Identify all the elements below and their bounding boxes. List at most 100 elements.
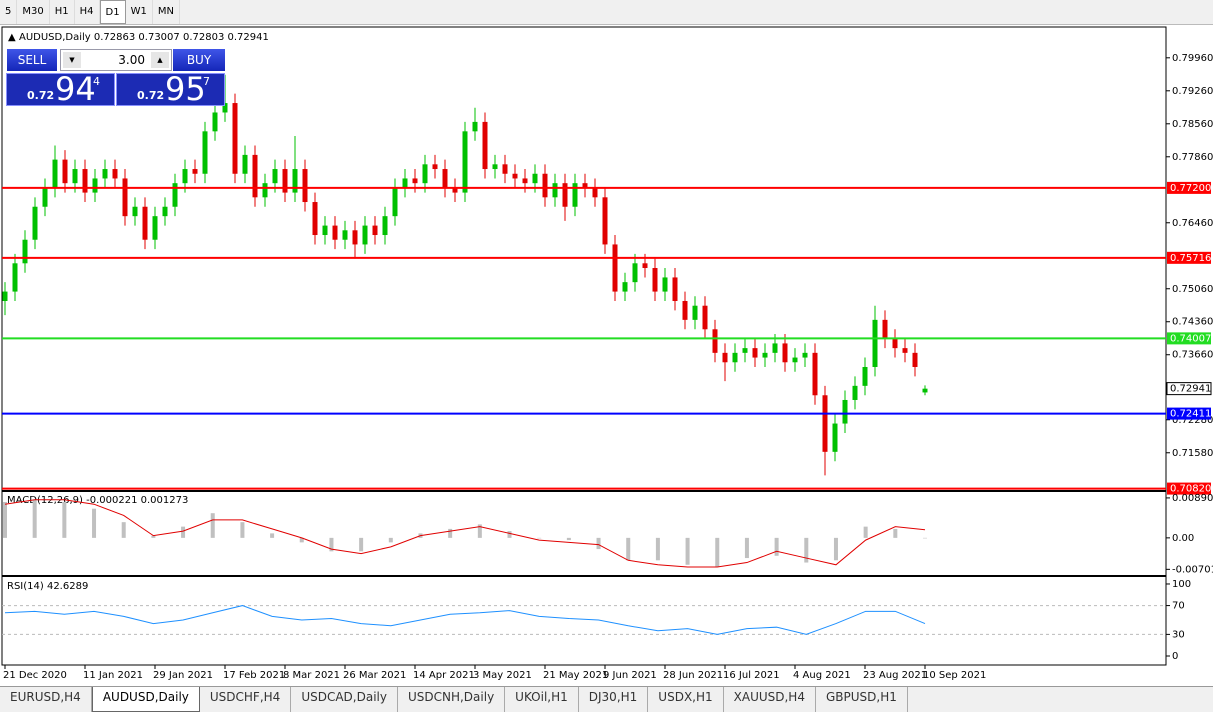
chart-tab[interactable]: AUDUSD,Daily bbox=[91, 687, 200, 712]
triangle-icon: ▲ bbox=[8, 32, 16, 43]
candle-body bbox=[282, 169, 288, 193]
candle-body bbox=[902, 348, 908, 353]
candle-body bbox=[202, 131, 208, 174]
chart-tab[interactable]: USDCHF,H4 bbox=[200, 687, 292, 712]
macd-bar bbox=[655, 537, 660, 561]
sell-price[interactable]: 0.72 94 4 bbox=[6, 70, 115, 108]
level-label-box bbox=[1167, 251, 1211, 264]
chart-tab[interactable]: USDCNH,Daily bbox=[398, 687, 506, 712]
macd-bar bbox=[121, 522, 126, 538]
candle-body bbox=[262, 183, 268, 198]
y-tick-label: 0.008904 bbox=[1172, 493, 1213, 504]
macd-bar bbox=[744, 537, 749, 559]
buy-button[interactable]: BUY bbox=[173, 49, 225, 71]
candle-body bbox=[502, 164, 508, 174]
candle-body bbox=[302, 169, 308, 203]
chart-tabs: EURUSD,H4 AUDUSD,Daily USDCHF,H4 USDCAD,Dai… bbox=[0, 686, 1213, 712]
candle-body bbox=[732, 352, 738, 363]
price-prefix: 0.72 bbox=[137, 89, 165, 102]
one-click-trading: SELL ▼ 3.00 ▲ BUY 0.72 94 4 0.72 95 7 bbox=[6, 48, 226, 108]
chart-tab[interactable]: UKOil,H1 bbox=[505, 687, 579, 712]
chart-tab[interactable]: EURUSD,H4 bbox=[0, 687, 92, 712]
candle-body bbox=[462, 131, 468, 193]
candle-body bbox=[922, 388, 928, 393]
macd-bar bbox=[359, 537, 364, 552]
candle-body bbox=[842, 399, 848, 424]
candle-body bbox=[222, 103, 228, 113]
candle-body bbox=[612, 244, 618, 292]
chart-tab[interactable]: USDX,H1 bbox=[648, 687, 724, 712]
candle-body bbox=[292, 169, 298, 193]
candle-body bbox=[712, 329, 718, 353]
macd-signal bbox=[4, 499, 926, 568]
timeframe-button[interactable]: W1 bbox=[126, 0, 153, 24]
timeframe-button[interactable]: 5 bbox=[0, 0, 18, 24]
candle-body bbox=[412, 178, 418, 184]
candle-body bbox=[692, 305, 698, 320]
candle-body bbox=[172, 183, 178, 207]
lot-up[interactable]: ▲ bbox=[151, 52, 169, 68]
buy-price[interactable]: 0.72 95 7 bbox=[116, 70, 225, 108]
macd-bar bbox=[181, 526, 186, 538]
candle-body bbox=[532, 173, 538, 184]
candle-body bbox=[542, 173, 548, 198]
macd-bar bbox=[596, 537, 601, 550]
candle-body bbox=[252, 154, 258, 198]
timeframe-button[interactable]: D1 bbox=[99, 0, 126, 24]
macd-bar bbox=[3, 501, 7, 538]
timeframe-button[interactable]: H1 bbox=[50, 0, 75, 24]
y-tick-label: 0.74360 bbox=[1172, 317, 1213, 328]
candle-body bbox=[402, 178, 408, 188]
candle-body bbox=[432, 164, 438, 170]
x-tick-label: 3 May 2021 bbox=[473, 670, 532, 681]
y-tick-label: 0.71580 bbox=[1172, 448, 1213, 459]
candle-body bbox=[192, 169, 198, 174]
symbol-header: AUDUSD,Daily 0.72863 0.73007 0.72803 0.7… bbox=[19, 32, 269, 43]
candle-body bbox=[552, 183, 558, 198]
x-tick-label: 29 Jan 2021 bbox=[153, 670, 213, 681]
level-label-box bbox=[1167, 407, 1211, 420]
candle-body bbox=[872, 319, 878, 367]
macd-bar bbox=[240, 522, 245, 538]
candle-body bbox=[212, 112, 218, 132]
x-tick-label: 8 Mar 2021 bbox=[283, 670, 340, 681]
y-tick-label: 0.79260 bbox=[1172, 86, 1213, 97]
candle-body bbox=[492, 164, 498, 170]
candle-body bbox=[352, 230, 358, 245]
candle-body bbox=[22, 239, 28, 264]
candle-body bbox=[702, 305, 708, 330]
candle-body bbox=[332, 225, 338, 240]
timeframe-button[interactable]: H4 bbox=[75, 0, 100, 24]
x-tick-label: 21 Dec 2020 bbox=[3, 670, 67, 681]
x-tick-label: 21 May 2021 bbox=[543, 670, 608, 681]
chart-tab[interactable]: DJ30,H1 bbox=[579, 687, 649, 712]
chart-tab[interactable]: GBPUSD,H1 bbox=[816, 687, 908, 712]
timeframe-button[interactable]: MN bbox=[153, 0, 180, 24]
candle-body bbox=[722, 352, 728, 363]
macd-bar bbox=[32, 499, 37, 538]
macd-bar bbox=[62, 501, 67, 538]
timeframe-button[interactable]: M30 bbox=[17, 0, 50, 24]
candle-body bbox=[52, 159, 58, 188]
macd-bar bbox=[626, 537, 631, 561]
candle-body bbox=[662, 277, 668, 292]
candle-body bbox=[682, 301, 688, 320]
x-tick-label: 28 Jun 2021 bbox=[663, 670, 723, 681]
macd-bar bbox=[537, 537, 542, 539]
y-tick-label: 0.73660 bbox=[1172, 350, 1213, 361]
lot-down[interactable]: ▼ bbox=[63, 52, 81, 68]
macd-bar bbox=[388, 537, 393, 543]
lot-box[interactable]: ▼ 3.00 ▲ bbox=[60, 49, 172, 71]
candle-body bbox=[42, 187, 48, 207]
x-tick-label: 23 Aug 2021 bbox=[863, 670, 927, 681]
sell-button[interactable]: SELL bbox=[7, 49, 57, 71]
candle-body bbox=[32, 206, 38, 240]
chart-tab[interactable]: USDCAD,Daily bbox=[291, 687, 398, 712]
timeframe-toolbar: 5 M30 H1 H4 D1 W1 MN bbox=[0, 0, 1213, 25]
current-price-label: 0.72941 bbox=[1170, 384, 1211, 395]
chart-tab[interactable]: XAUUSD,H4 bbox=[724, 687, 816, 712]
candle-body bbox=[752, 348, 758, 358]
candle-body bbox=[392, 187, 398, 217]
x-tick-label: 9 Jun 2021 bbox=[603, 670, 657, 681]
